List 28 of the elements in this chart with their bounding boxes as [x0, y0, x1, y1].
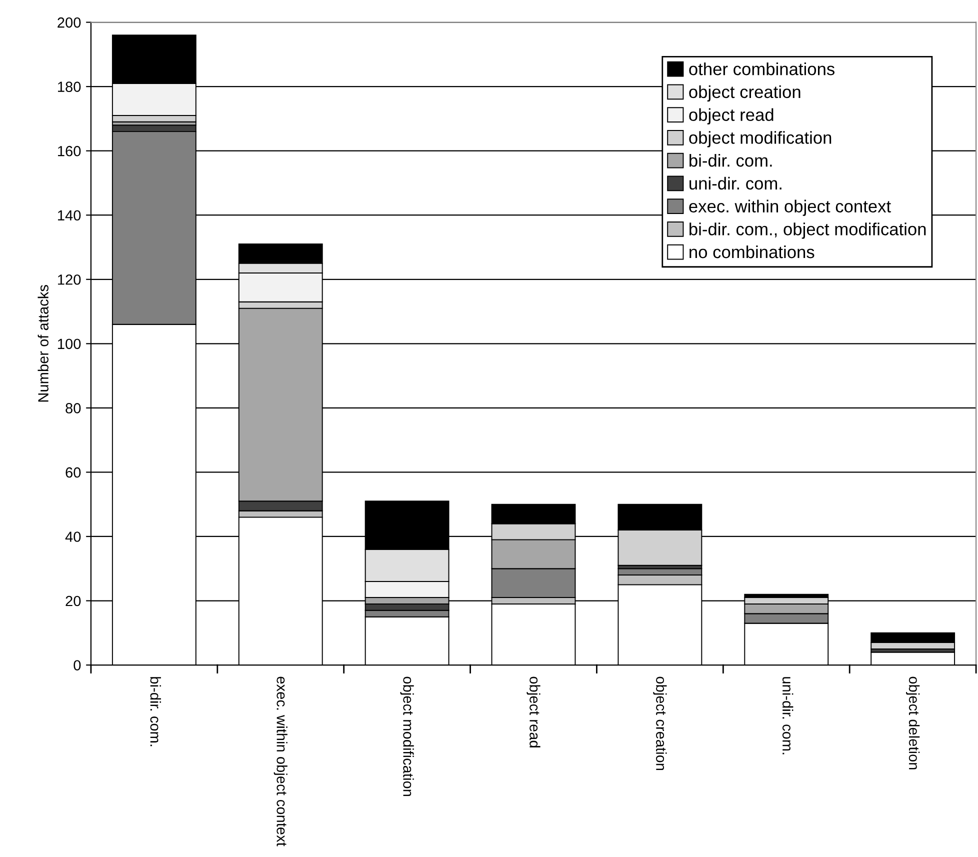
legend-label: object read: [689, 108, 774, 124]
legend-label: bi-dir. com.: [690, 154, 772, 167]
y-tick-label: 200: [58, 17, 81, 28]
x-tick-label: object creation: [653, 676, 667, 770]
x-tick-label: object read: [526, 676, 540, 748]
x-tick-label: object modification: [400, 676, 414, 796]
legend-label: uni-dir. com.: [690, 176, 782, 190]
x-tick-label: uni-dir. com.: [782, 677, 794, 754]
y-tick-label: 20: [66, 596, 81, 606]
legend-label: other combinations: [689, 62, 834, 76]
legend-label: exec. within object context: [689, 200, 891, 216]
y-tick-label: 160: [58, 146, 81, 156]
legend-label: object modification: [689, 131, 832, 148]
x-tick-label: bi-dir. com.: [150, 677, 161, 746]
y-tick-label: 120: [58, 274, 81, 285]
legend-label: bi-dir. com., object modification: [690, 222, 926, 239]
y-axis-title: Number of attacks: [38, 285, 48, 402]
legend-label: object creation: [689, 85, 800, 102]
y-tick-label: 140: [58, 210, 81, 221]
y-tick-label: 40: [65, 532, 81, 542]
x-tick-label: object deletion: [906, 676, 920, 770]
y-tick-label: 100: [58, 338, 81, 350]
y-tick-label: 0: [74, 660, 81, 670]
y-tick-label: 60: [66, 467, 81, 478]
x-tick-label: exec. within object context: [274, 676, 288, 846]
y-tick-label: 180: [58, 82, 81, 92]
legend-label: no combinations: [690, 245, 814, 258]
y-tick-label: 80: [66, 403, 81, 414]
